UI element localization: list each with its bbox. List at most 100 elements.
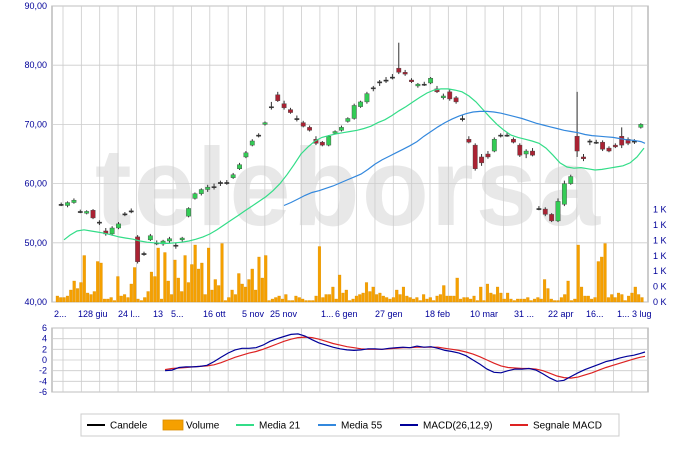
candle-body [581,156,586,159]
candle [77,209,83,214]
volume-bar [522,298,526,303]
volume-bar [388,298,392,303]
volume-bar [338,274,342,303]
candle-body [415,83,421,87]
candle-body [390,76,395,79]
volume-bar [277,295,281,303]
volume-bar [472,295,476,303]
candle-body [555,201,561,222]
candle-body [396,67,402,73]
volume-bar [112,300,117,303]
candle-body [218,182,223,184]
volume-bar [244,286,248,303]
volume-bar [213,279,217,303]
x-tick-label: 25 nov [270,309,298,319]
volume-axis: 0 K 0 K 1 K 1 K 1 K 1 K 1 K [653,205,667,307]
legend: Candele Volume Media 21 Media 55 MACD(26,12,… [87,419,602,432]
candle-body [249,140,255,146]
candle [84,210,90,215]
candle [377,80,383,86]
candle-body [109,227,115,235]
candle [561,180,567,207]
volume-bar [280,298,285,303]
volume-bar [482,300,486,303]
candle-body [453,97,459,103]
candle [173,242,179,249]
candle [58,202,64,207]
candle-body [71,199,77,203]
candle [472,143,478,171]
candle [383,77,389,83]
volume-bar [149,271,153,303]
volume-bar [405,295,409,303]
candle [65,201,70,208]
volume-bar [499,292,503,303]
volume-bar [301,298,305,303]
volume-bar [469,298,473,303]
volume-series [55,243,644,303]
candle-body [192,193,198,199]
volume-bar [96,261,100,303]
candle [97,220,102,226]
candle-body [542,208,548,215]
candle [619,127,625,149]
candle [218,180,223,186]
volume-bar [186,282,190,303]
volume-bar [297,297,301,303]
volume-bar [139,300,143,303]
candle [504,132,510,137]
volume-bar [401,286,405,303]
candle-body [173,244,179,247]
candle [530,148,535,157]
volume-bar [311,300,315,303]
candle [224,180,230,185]
macd-tick-label: 6 [42,323,47,333]
candle [523,149,529,159]
volume-bar [539,298,543,303]
volume-bar [613,297,617,303]
volume-bar [200,262,204,303]
volume-bar [136,298,140,303]
candle-body [90,210,96,219]
candle-body [351,105,357,119]
candle-body [122,213,128,216]
candle-body [256,134,262,137]
candle [141,251,147,256]
volume-bar [364,282,369,303]
candle [90,209,96,220]
volume-bar [445,295,449,303]
volume-bar [193,244,197,303]
x-tick-label: 5 nov [242,309,265,319]
volume-bar [516,298,520,303]
volume-bar [546,288,550,303]
volume-bar [170,294,174,303]
volume-bar [55,295,59,303]
volume-bar [123,294,127,303]
x-tick-label: 10 mar [470,309,498,319]
volume-bar [455,277,459,303]
volume-bar [334,298,338,303]
volume-bar [596,261,600,303]
candle-body [147,235,153,241]
x-tick-label: 2... [54,309,67,319]
x-tick-label: 3 lug [632,309,652,319]
x-tick-label: 24 l... [118,309,140,319]
volume-bar [92,291,96,303]
volume-bar [86,292,90,303]
volume-bar [344,289,348,303]
volume-bar [623,300,627,303]
candle [351,103,357,120]
legend-label: Candele [110,421,148,432]
candle [300,120,306,128]
volume-bar [637,294,641,303]
volume-bar [566,280,570,303]
volume-bar [428,297,432,303]
x-tick-label: 27 gen [375,309,403,319]
candle [536,206,542,211]
candle [294,115,300,122]
candle [447,88,453,101]
volume-bar [183,255,187,303]
volume-bar [485,283,489,303]
candle-body [536,208,542,210]
volume-bar [532,298,537,303]
